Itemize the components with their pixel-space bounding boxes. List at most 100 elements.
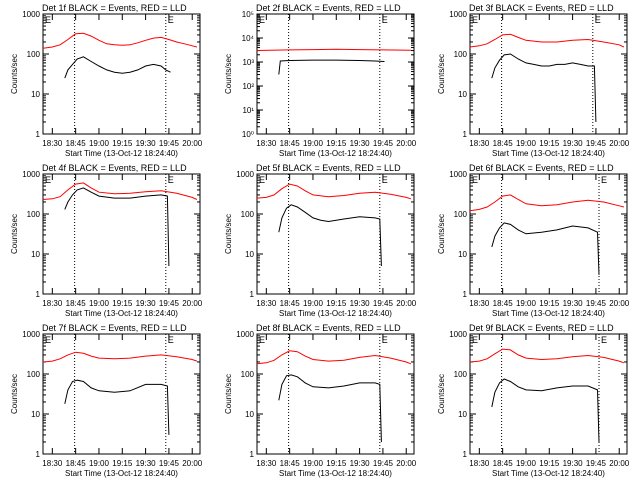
y-axis-label: Counts/sec: [224, 54, 233, 94]
x-tick-label: 19:15: [539, 299, 560, 308]
detector-panel-1: Det 1f BLACK = Events, RED = LLD 1 10 100 10…: [10, 3, 203, 158]
x-tick-label: 20:00: [396, 299, 417, 308]
corner-label: E: [472, 15, 478, 25]
x-tick-label: 19:00: [303, 459, 324, 468]
lld-series-line: [256, 350, 412, 365]
x-tick-label: 19:30: [136, 139, 157, 148]
detector-panel-2: Det 2f BLACK = Events, RED = LLD 10⁰ 10¹ 10…: [224, 3, 417, 158]
events-series-line: [491, 53, 597, 123]
x-tick-label: 19:00: [303, 139, 324, 148]
x-tick-label: 19:30: [563, 139, 584, 148]
y-tick-label: 100: [454, 210, 468, 219]
panel-title: Det 7f BLACK = Events, RED = LLD: [42, 323, 187, 333]
lld-series-line: [256, 183, 412, 200]
y-tick-label: 1: [463, 130, 468, 139]
event-marker-label: E: [168, 15, 174, 25]
event-marker-label: E: [382, 15, 388, 25]
y-tick-label: 1000: [22, 170, 40, 179]
plot-frame: [469, 333, 628, 455]
corner-label: E: [45, 175, 51, 185]
lld-series-line: [42, 182, 198, 200]
x-tick-label: 19:45: [373, 459, 394, 468]
x-tick-label: 18:30: [256, 299, 277, 308]
x-tick-label: 19:00: [303, 299, 324, 308]
x-tick-label: 18:45: [66, 299, 87, 308]
event-marker-label: E: [168, 175, 174, 185]
x-tick-label: 19:15: [539, 459, 560, 468]
y-axis-label: Counts/sec: [437, 54, 446, 94]
corner-label: E: [259, 175, 265, 185]
y-tick-label: 10: [458, 250, 467, 259]
y-axis-label: Counts/sec: [437, 214, 446, 254]
x-tick-label: 19:00: [516, 139, 537, 148]
y-axis-label: Counts/sec: [10, 374, 19, 414]
events-series-line: [278, 204, 382, 267]
lld-series-line: [469, 33, 625, 48]
y-tick-label: 10: [245, 250, 254, 259]
x-tick-label: 20:00: [182, 459, 203, 468]
events-series-line: [278, 374, 382, 443]
x-tick-label: 20:00: [609, 139, 630, 148]
x-tick-label: 18:45: [280, 459, 301, 468]
corner-label: E: [472, 335, 478, 345]
detector-panel-5: Det 5f BLACK = Events, RED = LLD 1 10 100 10…: [224, 163, 417, 318]
y-tick-label: 1000: [236, 170, 254, 179]
detector-panel-6: Det 6f BLACK = Events, RED = LLD 1 10 100 10…: [437, 163, 630, 318]
panel-title: Det 5f BLACK = Events, RED = LLD: [256, 163, 401, 173]
y-tick-label: 1: [250, 290, 255, 299]
detector-panel-9: Det 9f BLACK = Events, RED = LLD 1 10 100 10…: [437, 323, 630, 478]
y-tick-label: 1: [463, 450, 468, 459]
plot-frame: [256, 13, 415, 135]
x-axis-label: Start Time (13-Oct-12 18:24:40): [65, 149, 178, 158]
x-tick-label: 18:30: [469, 299, 490, 308]
x-axis-label: Start Time (13-Oct-12 18:24:40): [65, 309, 178, 318]
plot-frame: [42, 173, 201, 295]
x-tick-label: 19:00: [89, 299, 110, 308]
lld-series-line: [469, 348, 625, 364]
x-axis-label: Start Time (13-Oct-12 18:24:40): [279, 149, 392, 158]
x-tick-label: 18:45: [493, 459, 514, 468]
x-tick-label: 18:30: [256, 459, 277, 468]
y-tick-label: 1000: [22, 330, 40, 339]
x-tick-label: 19:15: [539, 139, 560, 148]
event-marker-label: E: [382, 335, 388, 345]
x-tick-label: 19:15: [112, 299, 133, 308]
x-tick-label: 19:45: [159, 459, 180, 468]
event-marker-label: E: [382, 175, 388, 185]
x-tick-label: 19:15: [326, 459, 347, 468]
detector-panel-7: Det 7f BLACK = Events, RED = LLD 1 10 100 10…: [10, 323, 203, 478]
corner-label: E: [472, 175, 478, 185]
panel-title: Det 2f BLACK = Events, RED = LLD: [256, 3, 401, 13]
x-tick-label: 19:30: [350, 139, 371, 148]
detector-panel-3: Det 3f BLACK = Events, RED = LLD 1 10 100 10…: [437, 3, 630, 158]
x-tick-label: 19:30: [350, 299, 371, 308]
x-tick-label: 19:45: [586, 139, 607, 148]
x-tick-label: 19:00: [516, 459, 537, 468]
event-marker-label: E: [601, 175, 607, 185]
x-tick-label: 18:45: [493, 299, 514, 308]
plot-frame: [42, 333, 201, 455]
x-axis-label: Start Time (13-Oct-12 18:24:40): [279, 309, 392, 318]
y-tick-label: 1000: [449, 330, 467, 339]
x-tick-label: 19:15: [112, 459, 133, 468]
x-tick-label: 20:00: [609, 459, 630, 468]
y-tick-label: 100: [454, 50, 468, 59]
x-tick-label: 20:00: [182, 299, 203, 308]
x-axis-label: Start Time (13-Oct-12 18:24:40): [492, 149, 605, 158]
lld-series-line: [42, 32, 198, 49]
x-tick-label: 19:45: [373, 139, 394, 148]
x-tick-label: 18:45: [280, 139, 301, 148]
y-tick-label: 10⁵: [242, 10, 254, 19]
x-tick-label: 18:45: [280, 299, 301, 308]
y-tick-label: 10²: [242, 82, 254, 91]
x-tick-label: 18:30: [42, 459, 63, 468]
x-tick-label: 18:30: [42, 299, 63, 308]
x-tick-label: 19:45: [586, 459, 607, 468]
x-tick-label: 19:00: [89, 459, 110, 468]
x-tick-label: 19:30: [563, 299, 584, 308]
y-tick-label: 1000: [449, 170, 467, 179]
y-axis-label: Counts/sec: [224, 374, 233, 414]
y-tick-label: 1: [463, 290, 468, 299]
x-tick-label: 19:45: [586, 299, 607, 308]
